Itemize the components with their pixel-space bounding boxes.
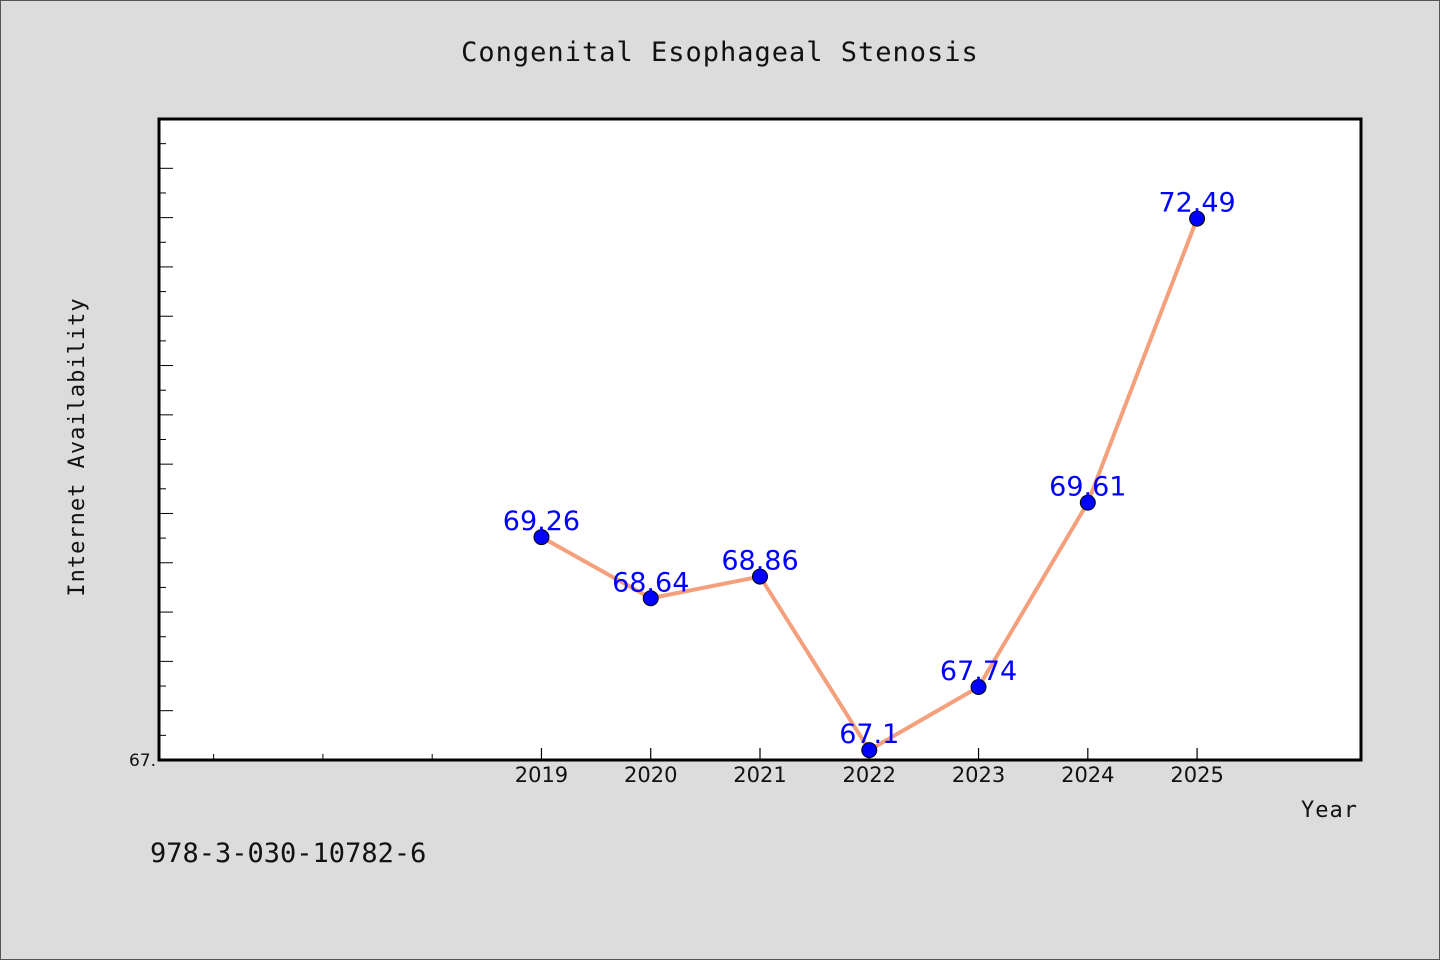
series-layer: 69.26 68.64 68.86 67.1 67.74 69.61 72.49 [503, 188, 1236, 759]
data-point [533, 529, 550, 546]
x-tick-label: 2020 [624, 763, 677, 787]
x-tick-label: 2025 [1170, 763, 1223, 787]
x-tick-label: 2019 [515, 763, 568, 787]
x-tick-label: 2022 [843, 763, 896, 787]
data-point [642, 590, 659, 607]
chart-title: Congenital Esophageal Stenosis [461, 37, 979, 68]
data-point [861, 742, 878, 759]
data-point [1079, 494, 1096, 511]
data-label: 68.86 [721, 546, 798, 577]
data-label: 68.64 [612, 567, 689, 598]
plot-area [157, 117, 1363, 762]
y-tick-label: 67. [129, 751, 156, 771]
x-tick-label: 2024 [1061, 763, 1114, 787]
x-axis-ticks: 2019 2020 2021 2022 2023 2024 2025 [213, 748, 1224, 787]
data-point [970, 679, 987, 696]
data-point [752, 568, 768, 585]
data-label: 72.49 [1158, 188, 1235, 219]
x-tick-label: 2021 [733, 763, 786, 787]
x-axis-label: Year [1301, 798, 1358, 823]
data-label: 69.61 [1049, 472, 1126, 503]
footnote-isbn: 978-3-030-10782-6 [150, 838, 426, 869]
data-point [1189, 210, 1206, 227]
x-tick-label: 2023 [952, 763, 1005, 787]
y-axis-label: Internet Availability [65, 297, 90, 596]
data-label: 67.74 [940, 656, 1017, 687]
data-label: 69.26 [503, 506, 580, 537]
y-axis-ticks [159, 118, 173, 761]
data-label: 67.1 [839, 719, 899, 750]
